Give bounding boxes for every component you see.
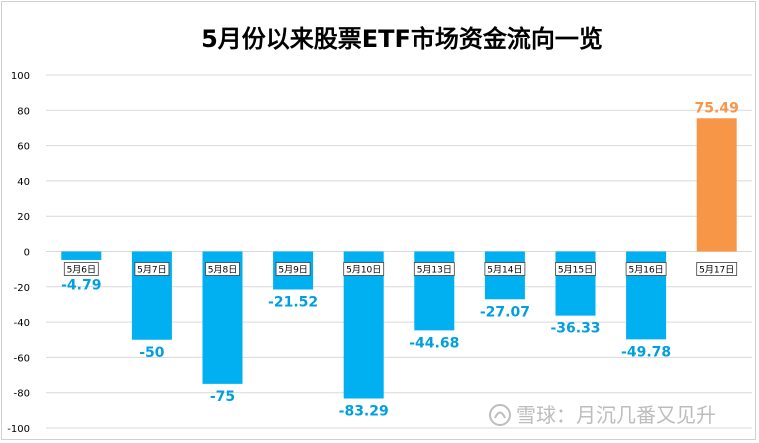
category-label-box bbox=[696, 262, 738, 276]
y-tick-label: -40 bbox=[14, 318, 30, 329]
y-tick-label: -60 bbox=[14, 353, 30, 364]
data-label: -21.52 bbox=[268, 294, 318, 310]
y-tick-label: 40 bbox=[17, 177, 30, 188]
category-label: 5月10日 bbox=[346, 265, 381, 276]
data-label: 75.49 bbox=[695, 100, 739, 116]
bar bbox=[696, 118, 737, 252]
data-label: -83.29 bbox=[339, 404, 389, 420]
category-label: 5月7日 bbox=[137, 265, 166, 276]
category-label: 5月6日 bbox=[67, 265, 96, 276]
category-labels: 5月6日 5月7日 5月8日 5月9日 5月10日 5月13日 5月14日 5月15日 5月16… bbox=[63, 262, 738, 276]
category-label-box bbox=[625, 262, 667, 276]
snowball-logo-icon bbox=[489, 404, 511, 426]
bar bbox=[61, 251, 102, 260]
category-label: 5月9日 bbox=[278, 265, 307, 276]
category-label-box bbox=[63, 262, 99, 276]
category-label: 5月16日 bbox=[629, 265, 664, 276]
data-label: -44.68 bbox=[409, 335, 459, 351]
category-label-box bbox=[484, 262, 526, 276]
category-label: 5月15日 bbox=[558, 265, 593, 276]
y-tick-label: 20 bbox=[17, 212, 30, 223]
bar bbox=[343, 251, 384, 399]
category-label-box bbox=[555, 262, 596, 276]
watermark: 雪球：月沉几番又见升 bbox=[489, 403, 716, 427]
category-label-box bbox=[134, 262, 170, 276]
value-labels: -4.79 -50 -75 -21.52 -83.29 -44.68 -27.07 -36.3… bbox=[61, 100, 739, 419]
category-label: 5月13日 bbox=[417, 265, 452, 276]
watermark-text: 雪球：月沉几番又见升 bbox=[516, 403, 716, 427]
y-tick-label: 60 bbox=[17, 142, 30, 153]
category-label-box bbox=[205, 262, 240, 276]
data-label: -4.79 bbox=[61, 278, 101, 294]
data-label: -27.07 bbox=[480, 304, 530, 320]
y-tick-label: 80 bbox=[17, 106, 30, 117]
data-label: -50 bbox=[139, 345, 165, 361]
category-label: 5月14日 bbox=[487, 265, 522, 276]
y-tick-label: -80 bbox=[14, 389, 30, 400]
category-label-box bbox=[343, 262, 385, 276]
y-tick-label: -100 bbox=[7, 424, 30, 435]
category-label: 5月8日 bbox=[208, 265, 237, 276]
category-label-box bbox=[275, 262, 311, 276]
category-label-box bbox=[413, 262, 455, 276]
y-axis-ticks: 100 80 60 40 20 0 -20 -40 -60 -80 -100 bbox=[7, 71, 30, 435]
y-tick-label: -20 bbox=[14, 283, 30, 294]
y-tick-label: 0 bbox=[24, 248, 30, 259]
data-label: -36.33 bbox=[550, 321, 600, 337]
bar bbox=[555, 251, 596, 316]
data-label: -49.78 bbox=[621, 344, 671, 360]
category-label: 5月17日 bbox=[699, 265, 734, 276]
data-label: -75 bbox=[210, 389, 235, 405]
y-tick-label: 100 bbox=[11, 71, 30, 82]
chart-title: 5月份以来股票ETF市场资金流向一览 bbox=[201, 25, 603, 53]
